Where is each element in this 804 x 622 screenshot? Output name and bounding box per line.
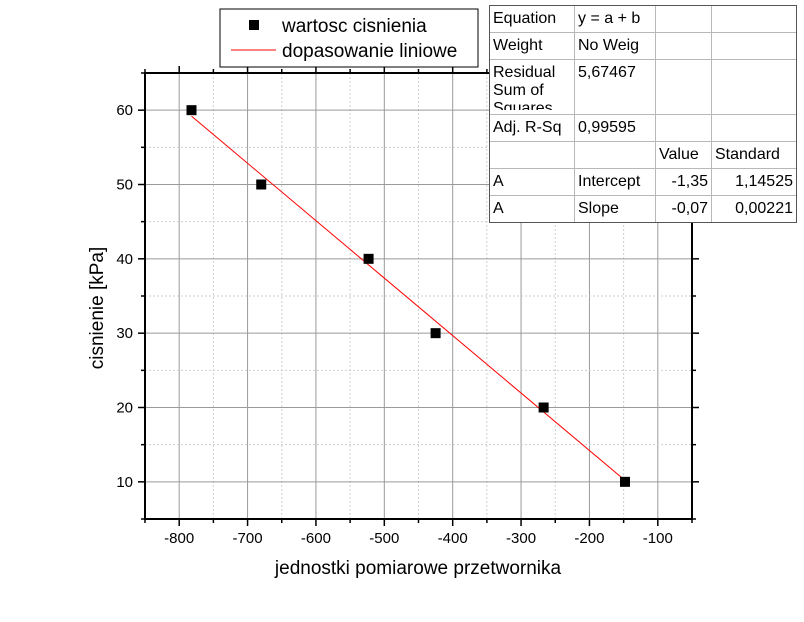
fit-results-table: Equation y = a + b Weight No Weig Residu… [489,5,797,223]
x-tick-label: -300 [506,530,536,547]
table-cell [489,141,575,169]
table-cell [574,141,656,169]
data-points [186,105,630,487]
data-point [430,328,441,339]
table-cell: y = a + b [574,5,656,33]
table-cell: A [489,195,575,223]
legend-label-points: wartosc cisnienia [281,16,427,37]
table-row: Value Standard [489,141,797,169]
y-axis-title: cisnienie [kPa] [87,247,108,370]
x-tick-label: -700 [233,530,263,547]
table-cell [655,32,712,60]
tick-labels: -800 -700 -600 -500 -400 -300 -200 -100 10 20 30 40… [116,102,673,547]
table-cell: 5,67467 [574,59,656,115]
y-tick-label: 40 [116,251,133,268]
x-tick-label: -100 [643,530,673,547]
table-cell [711,32,797,60]
y-tick-label: 50 [116,177,133,194]
table-cell: Standard [711,141,797,169]
data-point [256,179,267,190]
table-cell: Value [655,141,712,169]
data-point [363,253,374,264]
y-tick-label: 10 [116,474,133,491]
x-tick-label: -500 [369,530,399,547]
table-cell: No Weig [574,32,656,60]
data-point [186,105,197,116]
table-row: Residual Sum of Squares 5,67467 [489,59,797,115]
axes [138,66,699,526]
table-cell [711,59,797,115]
table-row: A Slope -0,07 0,00221 [489,195,797,223]
y-tick-label: 30 [116,325,133,342]
x-tick-label: -600 [301,530,331,547]
legend-marker-points [249,20,259,30]
table-cell [711,5,797,33]
y-tick-label: 60 [116,102,133,119]
data-point [538,402,549,413]
x-tick-label: -400 [438,530,468,547]
x-tick-label: -800 [164,530,194,547]
y-tick-label: 20 [116,400,133,417]
table-cell: Intercept [574,168,656,196]
data-point [619,476,630,487]
fit-line-layer [191,115,626,481]
table-cell: 0,00221 [711,195,797,223]
x-axis-title: jednostki pomiarowe przetwornika [274,558,562,579]
table-cell: Residual Sum of Squares [489,59,575,115]
table-cell: -0,07 [655,195,712,223]
table-cell [655,59,712,115]
legend: wartosc cisnienia dopasowanie liniowe [219,8,479,68]
table-row: Equation y = a + b [489,5,797,33]
table-cell: Equation [489,5,575,33]
fit-line [191,115,626,481]
table-row: A Intercept -1,35 1,14525 [489,168,797,196]
table-cell: 1,14525 [711,168,797,196]
table-cell: Slope [574,195,656,223]
x-tick-label: -200 [574,530,604,547]
table-cell: -1,35 [655,168,712,196]
table-cell: Adj. R-Sq [489,114,575,142]
table-cell [655,5,712,33]
table-row: Adj. R-Sq 0,99595 [489,114,797,142]
legend-frame [219,8,479,68]
table-row: Weight No Weig [489,32,797,60]
table-cell: 0,99595 [574,114,656,142]
table-cell [711,114,797,142]
legend-label-line: dopasowanie liniowe [282,41,457,62]
table-cell [655,114,712,142]
table-cell-text: Residual Sum of Squares [493,64,556,110]
table-cell: A [489,168,575,196]
table-cell: Weight [489,32,575,60]
